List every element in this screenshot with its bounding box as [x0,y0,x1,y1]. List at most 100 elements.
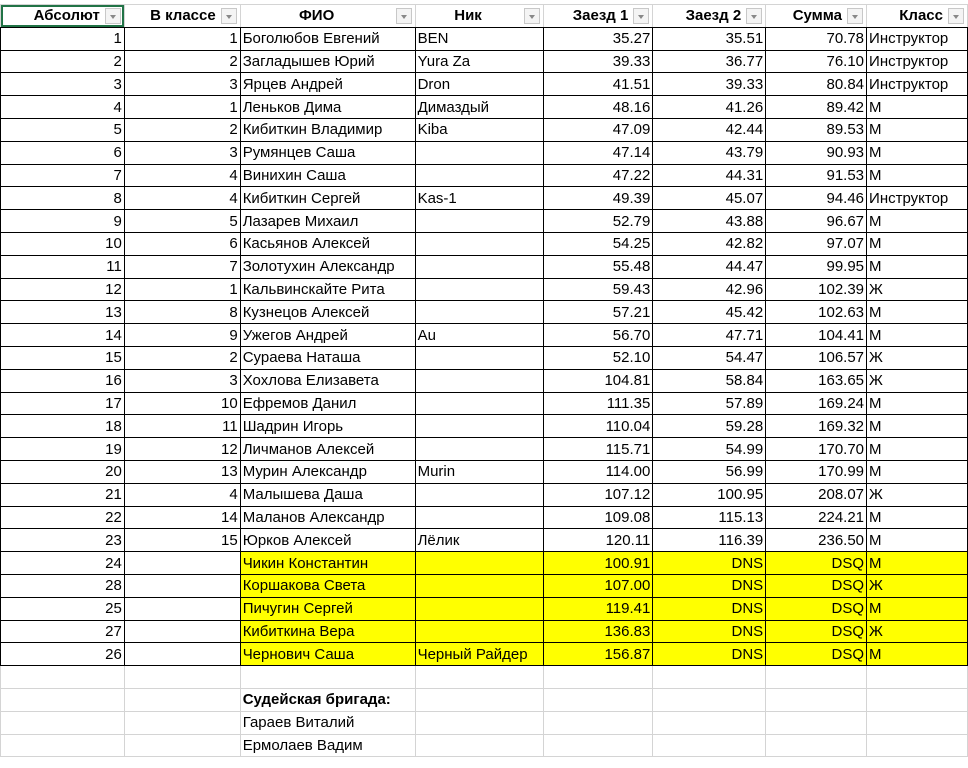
cell-sum[interactable]: 97.07 [765,231,868,256]
cell-nick[interactable] [414,619,544,644]
cell-nick[interactable] [414,482,544,507]
cell-nick[interactable]: Murin [414,459,544,484]
judges-title[interactable]: Судейская бригада: [239,687,416,712]
cell-sum[interactable]: DSQ [765,642,868,667]
cell-run-2[interactable]: 39.33 [652,72,767,97]
cell-in-class[interactable]: 15 [123,528,241,553]
empty-cell[interactable] [652,710,767,735]
cell-run-2[interactable]: 54.99 [652,437,767,461]
cell-absolute[interactable]: 1 [0,26,125,51]
cell-sum[interactable]: 89.53 [765,117,868,142]
cell-class[interactable]: Ж [866,619,968,644]
cell-class[interactable]: М [866,596,968,621]
cell-absolute[interactable]: 28 [0,573,125,598]
cell-nick[interactable]: Dron [414,72,544,97]
cell-sum[interactable]: 90.93 [765,140,868,165]
cell-nick[interactable] [414,140,544,165]
cell-run-1[interactable]: 109.08 [542,505,654,530]
cell-nick[interactable] [414,573,544,598]
cell-absolute[interactable]: 24 [0,551,125,575]
empty-cell[interactable] [0,733,125,758]
cell-in-class[interactable]: 1 [123,95,241,119]
cell-sum[interactable]: 94.46 [765,186,868,211]
cell-sum[interactable]: 106.57 [765,345,868,370]
cell-run-1[interactable]: 35.27 [542,26,654,51]
cell-in-class[interactable]: 14 [123,505,241,530]
cell-class[interactable]: М [866,414,968,439]
cell-run-2[interactable]: 44.47 [652,254,767,279]
cell-run-1[interactable]: 110.04 [542,414,654,439]
cell-sum[interactable]: 76.10 [765,49,868,74]
cell-sum[interactable]: DSQ [765,619,868,644]
empty-cell[interactable] [0,665,125,689]
cell-class[interactable]: М [866,140,968,165]
header-nick[interactable]: Ник [414,4,544,28]
cell-run-1[interactable]: 47.09 [542,117,654,142]
cell-class[interactable]: М [866,505,968,530]
cell-sum[interactable]: DSQ [765,596,868,621]
cell-absolute[interactable]: 17 [0,391,125,416]
cell-nick[interactable] [414,551,544,575]
cell-run-2[interactable]: 42.44 [652,117,767,142]
cell-nick[interactable]: Kas-1 [414,186,544,211]
cell-run-1[interactable]: 120.11 [542,528,654,553]
cell-class[interactable]: М [866,528,968,553]
cell-run-2[interactable]: DNS [652,551,767,575]
cell-sum[interactable]: 80.84 [765,72,868,97]
cell-nick[interactable]: BEN [414,26,544,51]
cell-name[interactable]: Лазарев Михаил [239,209,416,233]
cell-run-1[interactable]: 41.51 [542,72,654,97]
cell-run-2[interactable]: 115.13 [652,505,767,530]
cell-absolute[interactable]: 25 [0,596,125,621]
cell-name[interactable]: Малышева Даша [239,482,416,507]
empty-cell[interactable] [652,733,767,758]
cell-class[interactable]: М [866,163,968,188]
cell-name[interactable]: Личманов Алексей [239,437,416,461]
cell-name[interactable]: Сураева Наташа [239,345,416,370]
cell-run-1[interactable]: 57.21 [542,300,654,325]
cell-run-1[interactable]: 119.41 [542,596,654,621]
cell-in-class[interactable]: 3 [123,72,241,97]
cell-in-class[interactable] [123,619,241,644]
cell-run-1[interactable]: 111.35 [542,391,654,416]
empty-cell[interactable] [414,733,544,758]
cell-sum[interactable]: 70.78 [765,26,868,51]
cell-nick[interactable]: Au [414,323,544,347]
empty-cell[interactable] [542,710,654,735]
cell-sum[interactable]: 170.70 [765,437,868,461]
cell-class[interactable]: Ж [866,345,968,370]
cell-absolute[interactable]: 26 [0,642,125,667]
cell-in-class[interactable]: 4 [123,482,241,507]
cell-in-class[interactable]: 1 [123,277,241,302]
empty-cell[interactable] [542,665,654,689]
cell-absolute[interactable]: 10 [0,231,125,256]
empty-cell[interactable] [765,665,868,689]
cell-nick[interactable] [414,391,544,416]
cell-nick[interactable] [414,414,544,439]
cell-in-class[interactable]: 1 [123,26,241,51]
cell-run-2[interactable]: 116.39 [652,528,767,553]
cell-name[interactable]: Касьянов Алексей [239,231,416,256]
header-sum[interactable]: Сумма [765,4,868,28]
cell-sum[interactable]: 163.65 [765,368,868,393]
cell-sum[interactable]: 99.95 [765,254,868,279]
cell-in-class[interactable]: 2 [123,49,241,74]
cell-run-2[interactable]: 59.28 [652,414,767,439]
cell-sum[interactable]: 96.67 [765,209,868,233]
cell-name[interactable]: Загладышев Юрий [239,49,416,74]
cell-name[interactable]: Хохлова Елизавета [239,368,416,393]
cell-run-2[interactable]: 58.84 [652,368,767,393]
cell-class[interactable]: Ж [866,482,968,507]
cell-run-1[interactable]: 48.16 [542,95,654,119]
header-class[interactable]: Класс [866,4,968,28]
cell-absolute[interactable]: 21 [0,482,125,507]
cell-class[interactable]: Инструктор [866,26,968,51]
cell-name[interactable]: Маланов Александр [239,505,416,530]
cell-in-class[interactable]: 4 [123,186,241,211]
cell-class[interactable]: М [866,209,968,233]
cell-run-2[interactable]: 44.31 [652,163,767,188]
cell-in-class[interactable]: 7 [123,254,241,279]
cell-in-class[interactable]: 4 [123,163,241,188]
cell-in-class[interactable]: 10 [123,391,241,416]
cell-class[interactable]: Инструктор [866,186,968,211]
